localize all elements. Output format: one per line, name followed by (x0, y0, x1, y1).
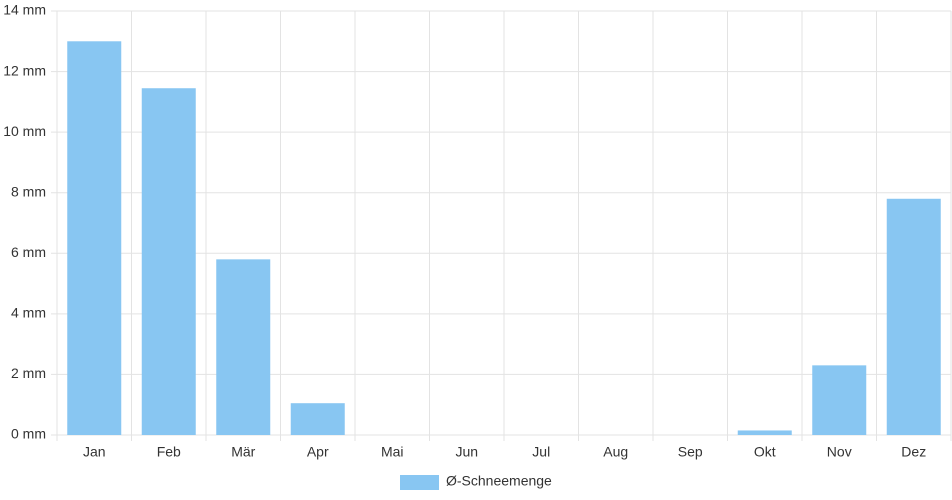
x-tick-label: Mai (381, 444, 404, 460)
x-tick-label: Feb (157, 444, 181, 460)
x-tick-label: Jul (532, 444, 550, 460)
x-tick-label: Nov (827, 444, 852, 460)
bar (67, 41, 122, 436)
y-tick-label: 12 mm (3, 62, 46, 78)
bar (812, 365, 867, 435)
y-tick-label: 6 mm (11, 244, 46, 260)
legend-swatch (400, 475, 439, 490)
y-tick-label: 14 mm (3, 2, 46, 18)
y-tick-label: 2 mm (11, 365, 46, 381)
bar (737, 430, 792, 435)
x-tick-label: Okt (754, 444, 776, 460)
y-tick-label: 4 mm (11, 305, 46, 321)
bar (886, 198, 941, 435)
x-tick-label: Jan (83, 444, 106, 460)
bar (290, 403, 345, 435)
x-tick-label: Apr (307, 444, 329, 460)
y-tick-label: 10 mm (3, 123, 46, 139)
y-tick-label: 8 mm (11, 183, 46, 199)
bar (141, 88, 196, 435)
bar (216, 259, 271, 435)
x-tick-label: Dez (901, 444, 926, 460)
legend-label: Ø-Schneemenge (446, 473, 552, 489)
x-tick-label: Jun (455, 444, 478, 460)
y-tick-label: 0 mm (11, 426, 46, 442)
x-tick-label: Sep (678, 444, 703, 460)
x-tick-label: Aug (603, 444, 628, 460)
x-tick-label: Mär (231, 444, 255, 460)
